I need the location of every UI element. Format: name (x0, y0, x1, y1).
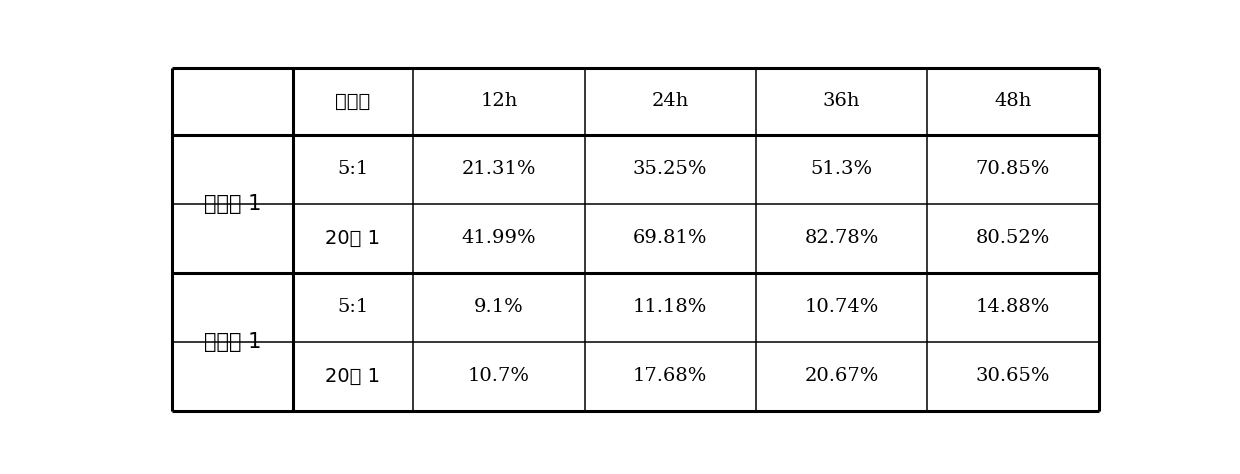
Text: 5:1: 5:1 (337, 298, 368, 316)
Text: 24h: 24h (651, 92, 689, 110)
Text: 对比例 1: 对比例 1 (203, 332, 262, 352)
Text: 69.81%: 69.81% (632, 229, 708, 247)
Text: 20.67%: 20.67% (805, 367, 879, 385)
Text: 70.85%: 70.85% (976, 160, 1050, 178)
Text: 10.7%: 10.7% (467, 367, 529, 385)
Text: 20： 1: 20： 1 (325, 367, 381, 386)
Text: 21.31%: 21.31% (461, 160, 536, 178)
Text: 20： 1: 20： 1 (325, 229, 381, 248)
Text: 51.3%: 51.3% (811, 160, 873, 178)
Text: 35.25%: 35.25% (632, 160, 708, 178)
Text: 17.68%: 17.68% (634, 367, 708, 385)
Text: 30.65%: 30.65% (976, 367, 1050, 385)
Text: 效靶比: 效靶比 (335, 92, 371, 111)
Text: 10.74%: 10.74% (805, 298, 879, 316)
Text: 41.99%: 41.99% (461, 229, 536, 247)
Text: 82.78%: 82.78% (805, 229, 879, 247)
Text: 9.1%: 9.1% (474, 298, 523, 316)
Text: 5:1: 5:1 (337, 160, 368, 178)
Text: 实施例 1: 实施例 1 (203, 194, 262, 214)
Text: 14.88%: 14.88% (976, 298, 1050, 316)
Text: 36h: 36h (823, 92, 861, 110)
Text: 80.52%: 80.52% (976, 229, 1050, 247)
Text: 11.18%: 11.18% (634, 298, 708, 316)
Text: 12h: 12h (480, 92, 517, 110)
Text: 48h: 48h (994, 92, 1032, 110)
